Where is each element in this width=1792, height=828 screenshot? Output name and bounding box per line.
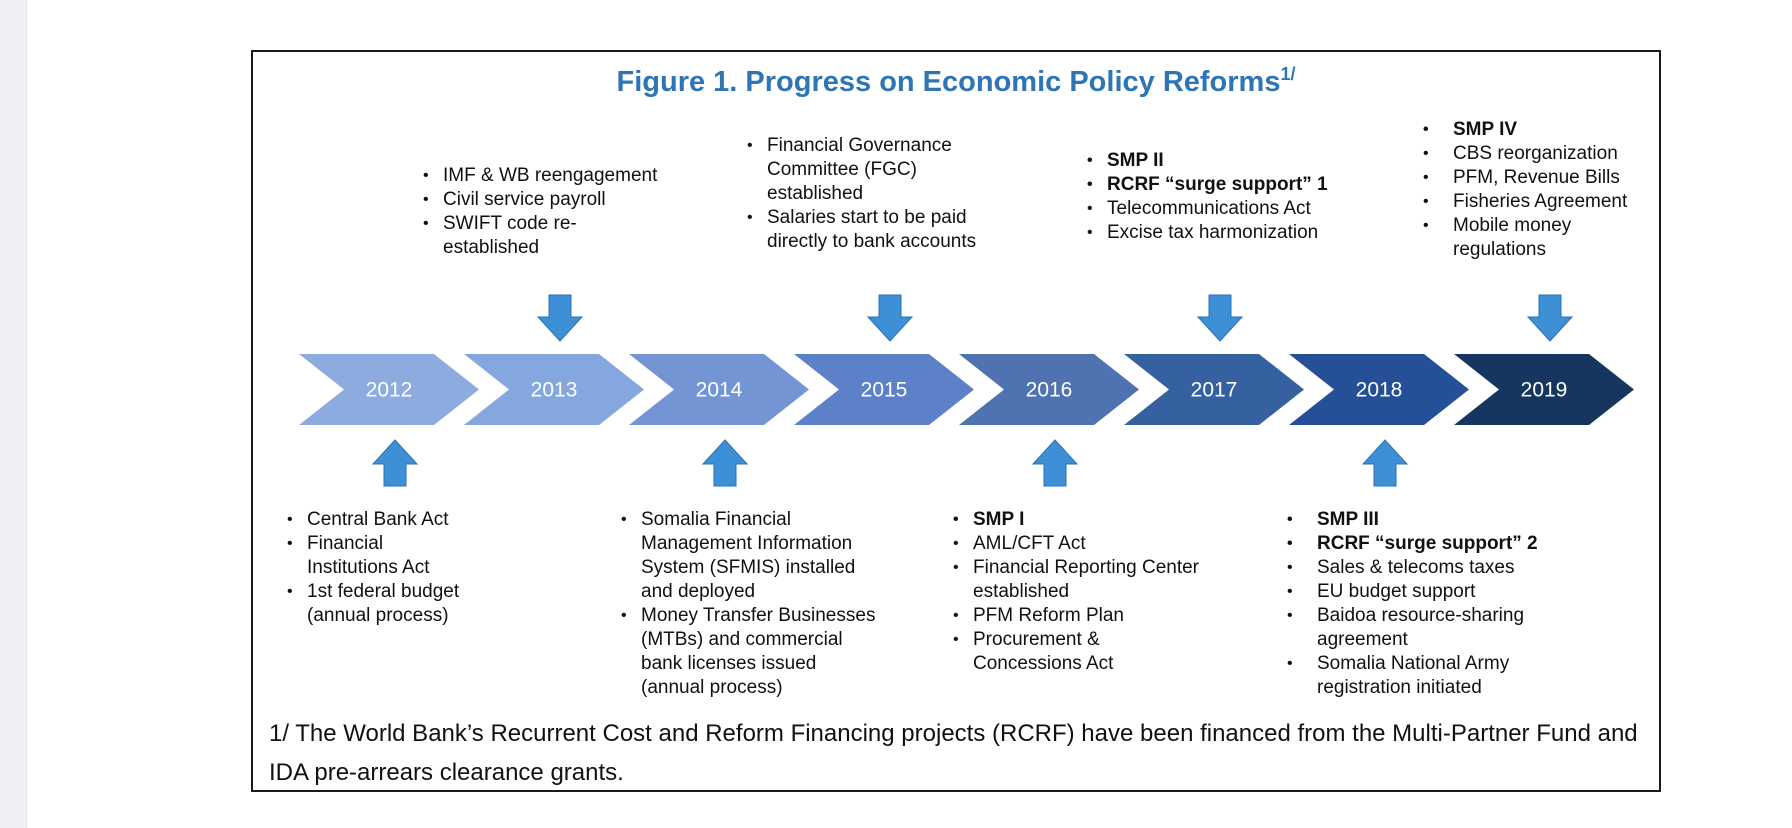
up-arrow-icon [701, 439, 749, 487]
list-item: Somalia National Army registration initi… [1287, 652, 1567, 700]
list-item: Procurement & Concessions Act [953, 628, 1143, 676]
list-item: 1st federal budget (annual process) [287, 580, 482, 628]
top-box-2017: SMP II RCRF “surge support” 1 Telecommun… [1087, 149, 1347, 245]
list-item: EU budget support [1287, 580, 1567, 604]
down-arrow-icon [536, 294, 584, 342]
top-box-2017-list: SMP II RCRF “surge support” 1 Telecommun… [1087, 149, 1347, 245]
bottom-box-2012: Central Bank Act Financial Institutions … [287, 508, 487, 628]
timeline-year-label: 2013 [531, 379, 578, 402]
timeline-year-label: 2012 [366, 379, 413, 402]
down-arrow-icon [1196, 294, 1244, 342]
list-item: PFM Reform Plan [953, 604, 1213, 628]
timeline-chevrons: 2012 2013 2014 2015 2016 2017 2018 2019 [299, 354, 1634, 425]
list-item: RCRF “surge support” 2 [1287, 532, 1567, 556]
top-box-2013: IMF & WB reengagement Civil service payr… [423, 164, 683, 260]
list-item: IMF & WB reengagement [423, 164, 683, 188]
timeline-chevron-2013 [464, 354, 644, 425]
timeline-chevron-2014 [629, 354, 809, 425]
top-box-2015-list: Financial Governance Committee (FGC) est… [747, 134, 997, 254]
list-item: RCRF “surge support” 1 [1087, 173, 1347, 197]
list-item: Fisheries Agreement [1423, 190, 1653, 214]
page-gutter [0, 0, 27, 828]
list-item: SMP III [1287, 508, 1567, 532]
list-item: AML/CFT Act [953, 532, 1213, 556]
timeline-chevron-2018 [1289, 354, 1469, 425]
up-arrow-icon [1361, 439, 1409, 487]
top-box-2013-list: IMF & WB reengagement Civil service payr… [423, 164, 683, 260]
figure-frame: Figure 1. Progress on Economic Policy Re… [251, 50, 1661, 792]
footnote: 1/ The World Bank’s Recurrent Cost and R… [269, 720, 1638, 786]
timeline-arrows [371, 294, 1574, 487]
top-box-2019-list: SMP IV CBS reorganization PFM, Revenue B… [1423, 118, 1653, 262]
down-arrow-icon [866, 294, 914, 342]
list-item: Somalia Financial Management Information… [621, 508, 881, 604]
down-arrow-icon [1526, 294, 1574, 342]
list-item: Excise tax harmonization [1087, 221, 1347, 245]
list-item: CBS reorganization [1423, 142, 1653, 166]
list-item: SMP I [953, 508, 1213, 532]
bottom-box-2018-list: SMP III RCRF “surge support” 2 Sales & t… [1287, 508, 1567, 700]
top-box-2015: Financial Governance Committee (FGC) est… [747, 134, 997, 254]
up-arrow-icon [371, 439, 419, 487]
list-item: Civil service payroll [423, 188, 683, 212]
timeline-year-label: 2018 [1356, 379, 1403, 402]
timeline-chevron-2012 [299, 354, 479, 425]
list-item: SMP IV [1423, 118, 1653, 142]
list-item: Baidoa resource-sharing agreement [1287, 604, 1562, 652]
timeline-year-label: 2015 [861, 379, 908, 402]
list-item: Financial Institutions Act [287, 532, 457, 580]
timeline-year-label: 2019 [1521, 379, 1568, 402]
timeline-chevron-2017 [1124, 354, 1304, 425]
timeline-year-label: 2017 [1191, 379, 1238, 402]
timeline-chevron-2015 [794, 354, 974, 425]
up-arrow-icon [1031, 439, 1079, 487]
timeline-year-label: 2016 [1026, 379, 1073, 402]
timeline-chevron-2019 [1454, 354, 1634, 425]
figure-title-text: Figure 1. Progress on Economic Policy Re… [616, 66, 1281, 98]
list-item: PFM, Revenue Bills [1423, 166, 1653, 190]
bottom-box-2012-list: Central Bank Act Financial Institutions … [287, 508, 487, 628]
figure-title-footnote-marker: 1/ [1280, 64, 1296, 84]
timeline-year-label: 2014 [696, 379, 743, 402]
bottom-box-2014: Somalia Financial Management Information… [621, 508, 891, 700]
list-item: SMP II [1087, 149, 1347, 173]
list-item: Mobile money regulations [1423, 214, 1613, 262]
timeline-chevron-2016 [959, 354, 1139, 425]
bottom-box-2018: SMP III RCRF “surge support” 2 Sales & t… [1287, 508, 1567, 700]
list-item: Telecommunications Act [1087, 197, 1347, 221]
bottom-box-2016: SMP I AML/CFT Act Financial Reporting Ce… [953, 508, 1213, 676]
list-item: Salaries start to be paid directly to ba… [747, 206, 997, 254]
list-item: Financial Governance Committee (FGC) est… [747, 134, 967, 206]
figure-title: Figure 1. Progress on Economic Policy Re… [253, 64, 1659, 99]
list-item: Money Transfer Businesses (MTBs) and com… [621, 604, 881, 700]
top-box-2019: SMP IV CBS reorganization PFM, Revenue B… [1423, 118, 1653, 262]
timeline: 2012 2013 2014 2015 2016 2017 2018 2019 [299, 294, 1634, 487]
list-item: SWIFT code re-established [423, 212, 613, 260]
list-item: Sales & telecoms taxes [1287, 556, 1567, 580]
bottom-box-2014-list: Somalia Financial Management Information… [621, 508, 891, 700]
list-item: Financial Reporting Center established [953, 556, 1228, 604]
bottom-box-2016-list: SMP I AML/CFT Act Financial Reporting Ce… [953, 508, 1213, 676]
list-item: Central Bank Act [287, 508, 487, 532]
